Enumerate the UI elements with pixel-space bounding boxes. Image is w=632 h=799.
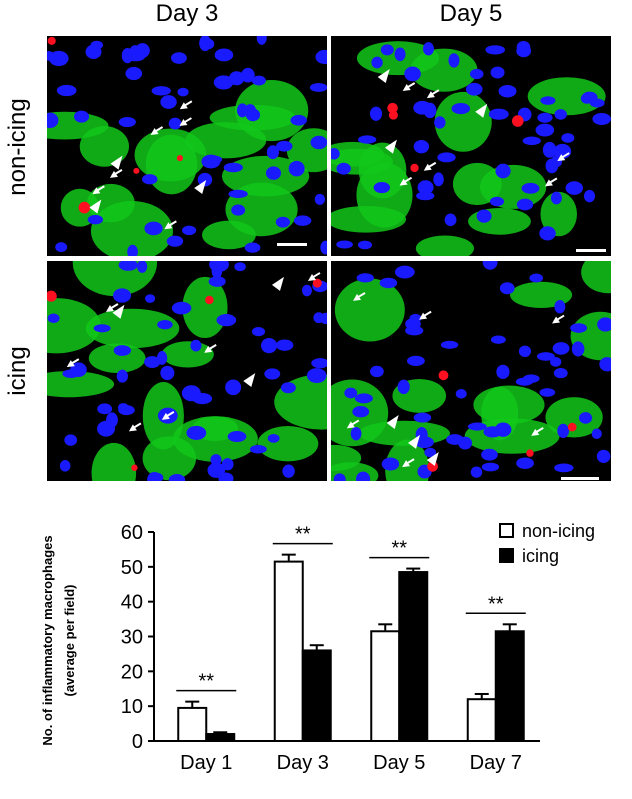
arrow-icon <box>307 272 321 281</box>
row-label-icing: icing <box>4 346 31 396</box>
y-tick-label: 30 <box>121 627 143 649</box>
arrow-icon <box>402 82 416 91</box>
arrow-icon <box>402 458 415 468</box>
arrowhead-icon <box>110 155 123 170</box>
bar-non-icing-day-5 <box>370 630 401 742</box>
arrow-icon <box>419 310 432 320</box>
arrowhead-icon <box>426 452 439 467</box>
bar-icing-day-3 <box>301 649 332 742</box>
arrow-icon <box>179 117 192 127</box>
bar-icing-day-1 <box>205 733 236 743</box>
significance-label: ** <box>295 524 311 546</box>
arrowhead-icon <box>112 304 125 319</box>
arrow-icon <box>161 411 175 420</box>
significance-label: ** <box>198 671 214 693</box>
arrow-icon <box>204 344 217 353</box>
micrograph-image <box>331 261 611 481</box>
micrograph-image <box>47 261 327 481</box>
arrowhead-icon <box>386 414 399 429</box>
micrograph-image <box>47 36 327 256</box>
legend-swatch <box>499 523 514 538</box>
y-tick-label: 50 <box>121 557 143 579</box>
bar-non-icing-day-3 <box>273 560 304 742</box>
column-label-day5: Day 5 <box>439 0 503 27</box>
arrowhead-icon <box>89 199 102 214</box>
arrowhead-icon <box>194 180 207 195</box>
micrograph-image <box>331 40 611 256</box>
arrowhead-icon <box>377 69 390 84</box>
arrow-icon <box>544 177 558 187</box>
arrow-icon <box>105 303 119 313</box>
y-tick-label: 10 <box>121 696 143 718</box>
legend-label: non-icing <box>522 521 595 541</box>
arrow-icon <box>423 161 437 171</box>
arrow-icon <box>109 168 123 178</box>
arrowhead-icon <box>408 434 421 449</box>
bar-chart: 0 10 20 30 40 50 60 No. of inflammatory macroph… <box>40 521 595 774</box>
row-label-non-icing: non-icing <box>4 98 31 196</box>
arrow-icon <box>552 314 565 324</box>
bar-non-icing-day-1 <box>177 706 208 743</box>
arrow-icon <box>399 176 413 186</box>
y-tick-label: 20 <box>121 661 143 683</box>
x-tick-label: Day 1 <box>180 752 232 774</box>
scale-bar <box>561 477 599 480</box>
y-axis-label: No. of inflammatory macrophages <box>40 535 55 745</box>
arrowhead-icon <box>384 139 397 154</box>
y-tick-label: 40 <box>121 592 143 614</box>
y-tick-label: 60 <box>121 522 143 544</box>
legend-swatch <box>499 548 514 563</box>
scale-bar <box>277 243 307 246</box>
bar-non-icing-day-7 <box>466 698 497 742</box>
arrow-icon <box>179 100 193 110</box>
arrow-icon <box>92 185 105 195</box>
arrow-icon <box>531 427 544 436</box>
arrow-icon <box>150 126 164 136</box>
y-axis-label-secondary: (average per field) <box>62 585 77 697</box>
micrograph-non-icing-day3 <box>47 36 327 256</box>
x-tick-label: Day 5 <box>373 752 425 774</box>
micrograph-icing-day5 <box>331 261 611 481</box>
micrograph-non-icing-day5 <box>331 36 611 256</box>
scale-bar <box>576 249 606 252</box>
x-tick-label: Day 3 <box>277 752 329 774</box>
x-tick-label: Day 7 <box>470 752 522 774</box>
arrow-icon <box>346 419 360 429</box>
arrowhead-icon <box>243 373 256 388</box>
column-label-day3: Day 3 <box>155 0 219 27</box>
arrow-icon <box>66 358 80 368</box>
arrow-icon <box>128 422 142 432</box>
bar-icing-day-7 <box>494 630 525 742</box>
significance-label: ** <box>488 593 504 615</box>
legend-label: icing <box>522 546 559 566</box>
y-tick-label: 0 <box>132 731 143 753</box>
arrowhead-icon <box>475 103 488 118</box>
arrow-icon <box>426 89 440 99</box>
arrow-icon <box>557 152 570 162</box>
arrowhead-icon <box>271 276 284 291</box>
arrow-icon <box>353 292 366 301</box>
significance-label: ** <box>391 538 407 560</box>
arrow-icon <box>164 220 177 230</box>
bar-icing-day-5 <box>398 571 429 742</box>
micrograph-icing-day3 <box>47 261 327 481</box>
